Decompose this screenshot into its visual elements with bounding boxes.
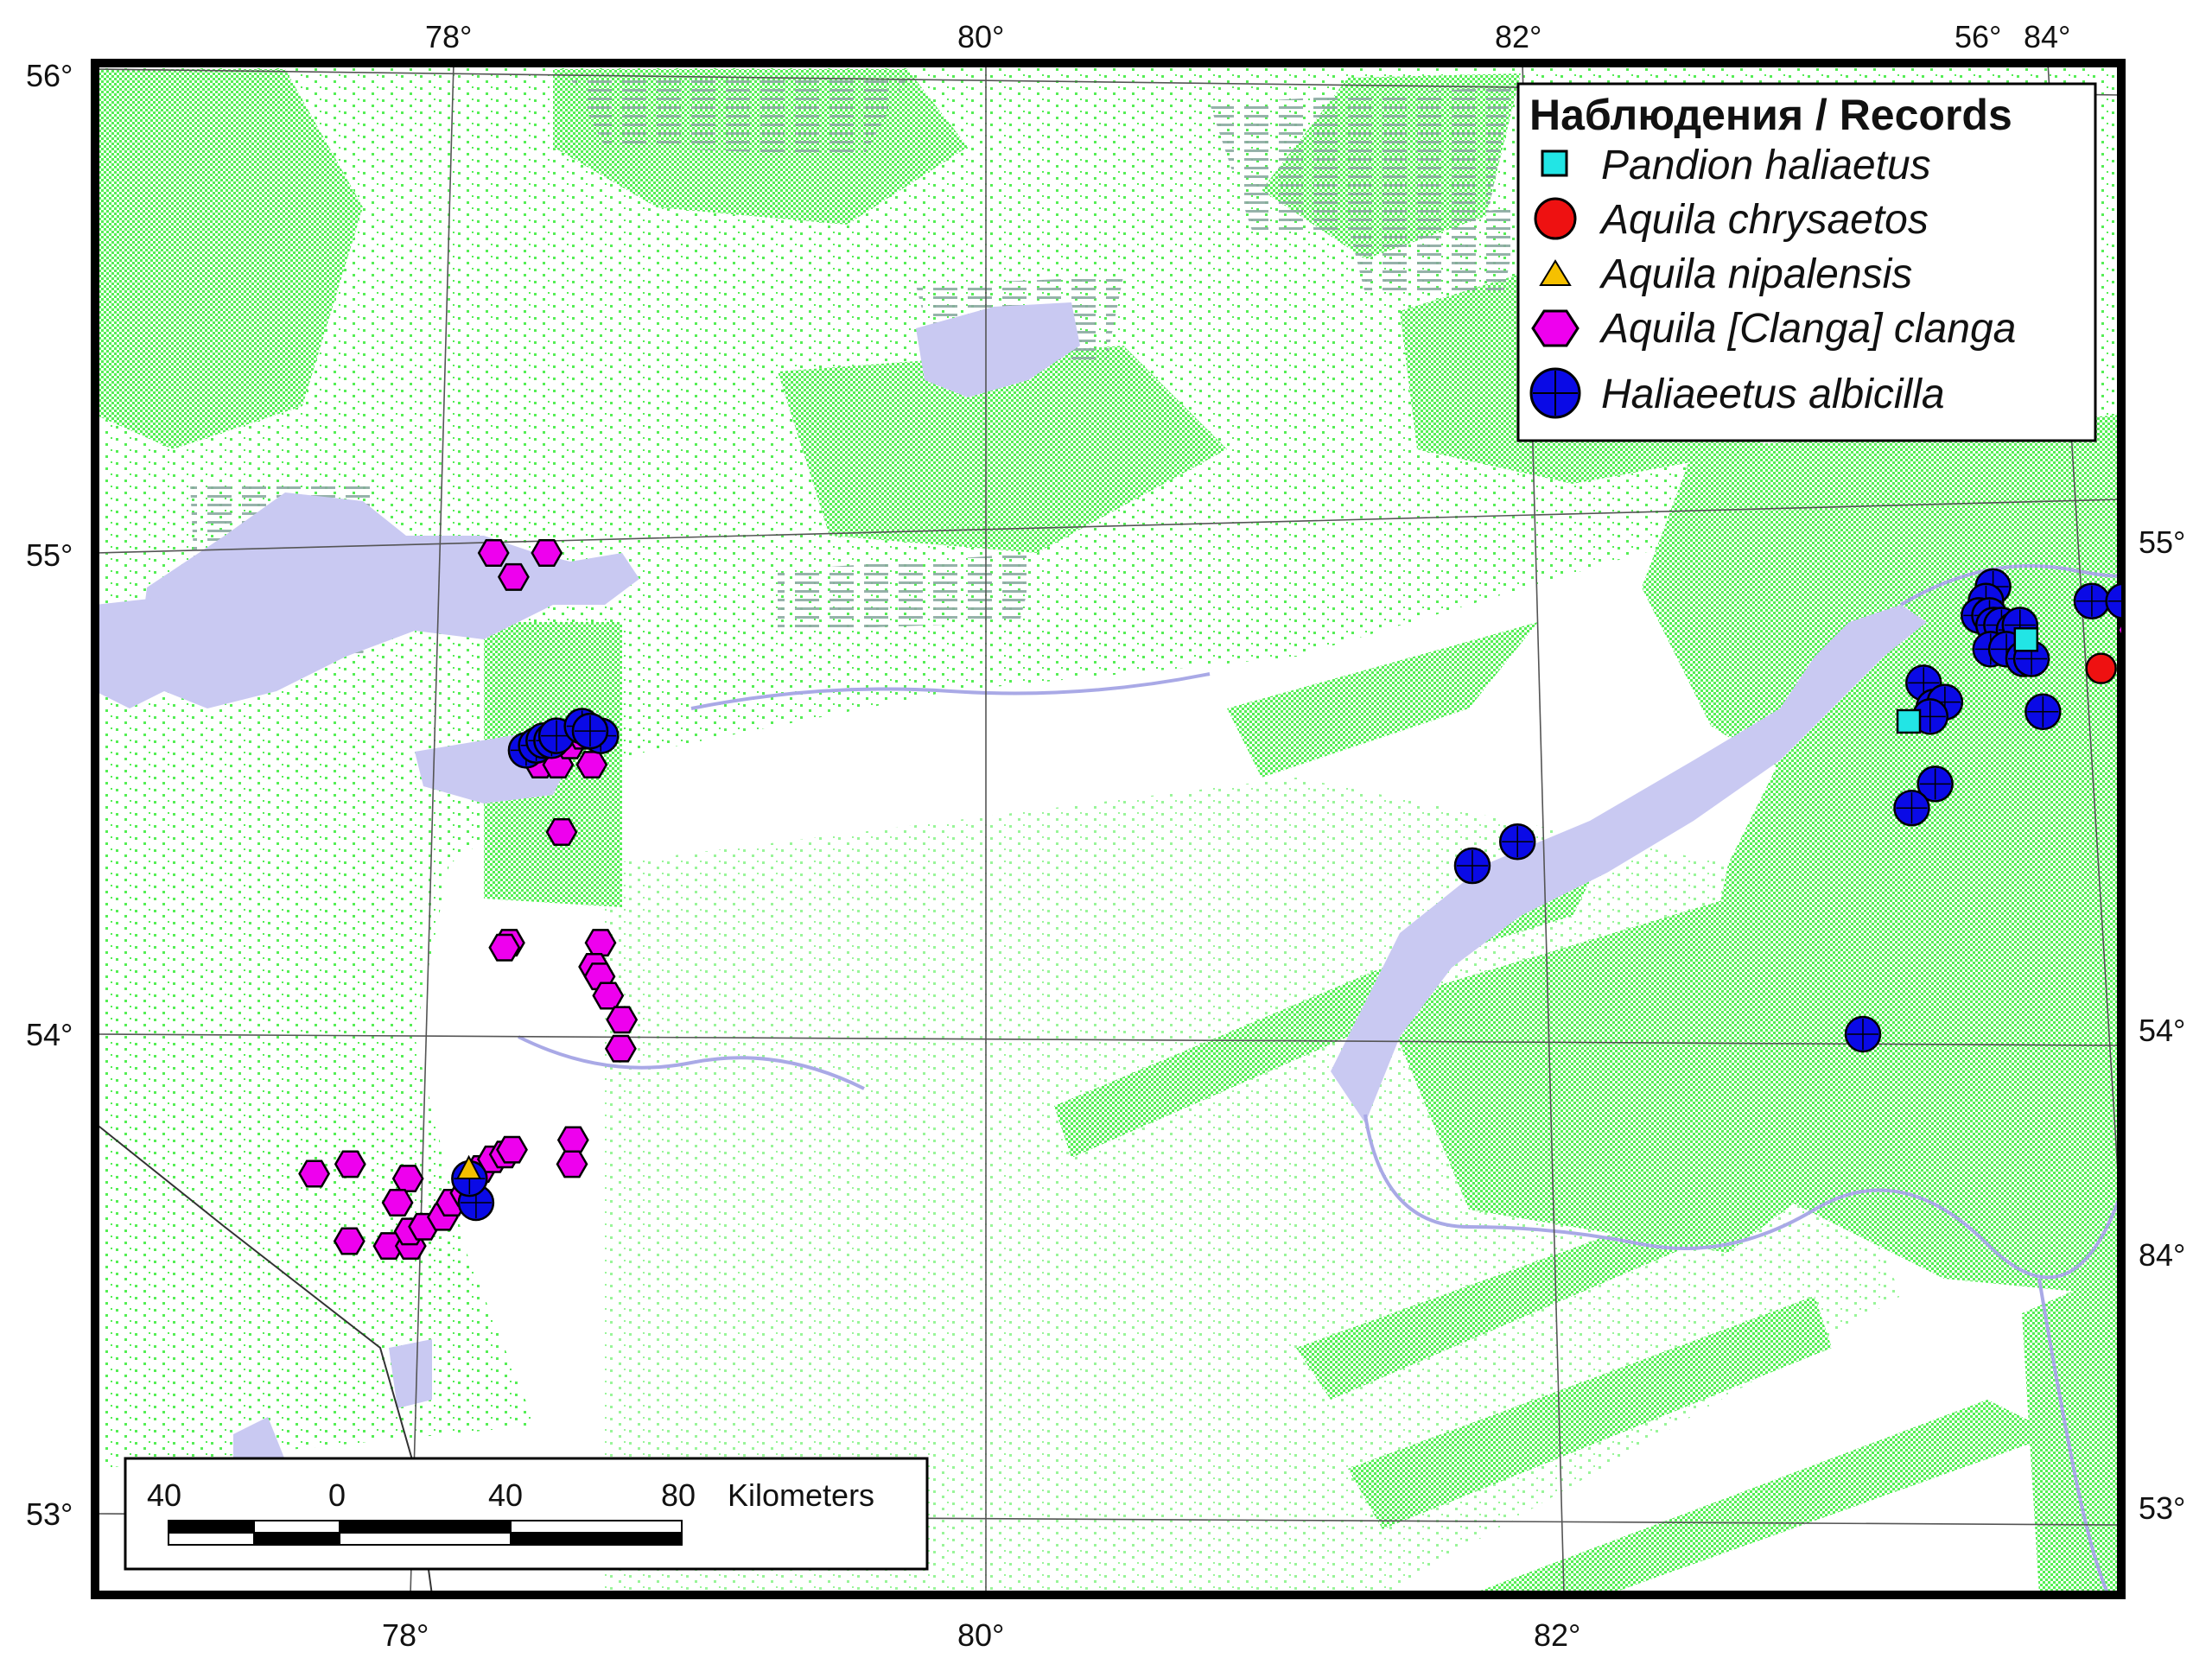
legend-label-nipalensis: Aquila nipalensis (1599, 251, 1912, 297)
scale-segments (168, 1520, 683, 1546)
record-aquila-clanga (531, 539, 563, 567)
lon-label-top-78: 78° (425, 19, 472, 54)
scale-label-40: 40 (488, 1477, 523, 1513)
records-layer (298, 468, 2200, 1261)
lon-label-bottom-82: 82° (1534, 1617, 1580, 1653)
legend-symbol-hexagon (1531, 309, 1580, 347)
lat-label-55: 55° (26, 537, 73, 573)
reservoir-ob (1331, 605, 1927, 1123)
axis-labels: 56° 55° 54° 53° 78° 80° 82° 56° 84° 78° … (26, 19, 2185, 1653)
record-haliaeetus-albicilla (2073, 582, 2111, 619)
record-aquila-clanga (575, 751, 608, 779)
record-aquila-clanga (497, 562, 530, 591)
record-aquila-clanga (592, 981, 625, 1010)
record-aquila-chrysaetos (2085, 652, 2117, 684)
record-aquila-nipalensis (455, 1154, 482, 1179)
record-haliaeetus-albicilla (2105, 582, 2121, 619)
record-aquila-clanga (391, 1165, 424, 1193)
record-aquila-nipalensis (2177, 468, 2200, 490)
record-haliaeetus-albicilla (1911, 698, 1949, 735)
record-haliaeetus-albicilla (1893, 789, 1930, 827)
record-aquila-clanga (381, 1188, 414, 1216)
legend-symbol-triangle (1539, 259, 1572, 286)
record-haliaeetus-albicilla (2024, 693, 2062, 731)
scale-label-0: 0 (328, 1477, 346, 1513)
record-aquila-clanga (556, 1126, 589, 1154)
record-haliaeetus-albicilla (571, 712, 609, 750)
record-haliaeetus-albicilla (1916, 765, 1954, 803)
lat-label-54: 54° (26, 1017, 73, 1052)
record-aquila-clanga (545, 818, 578, 847)
record-aquila-clanga (477, 539, 510, 567)
record-aquila-clanga (496, 1135, 528, 1164)
lake-west (95, 596, 199, 708)
lat-label-56: 56° (26, 58, 73, 93)
legend-symbol-circle-cross (1529, 367, 1581, 419)
record-aquila-clanga (298, 1159, 331, 1188)
lon-label-top-56: 56° (1955, 19, 2001, 54)
legend-symbol-circle (1534, 197, 1577, 240)
legend-title: Наблюдения / Records (1529, 91, 2012, 139)
record-aquila-clanga (584, 929, 617, 957)
record-haliaeetus-albicilla (1498, 823, 1536, 861)
record-pandion-haliaetus (1896, 708, 1922, 734)
lon-label-bottom-78: 78° (382, 1617, 429, 1653)
record-aquila-clanga (556, 1150, 588, 1178)
legend-label-albicilla: Haliaeetus albicilla (1601, 372, 1945, 417)
lon-label-bottom-80: 80° (957, 1617, 1004, 1653)
scale-label-40-left: 40 (147, 1477, 181, 1513)
lon-label-top-80: 80° (957, 19, 1004, 54)
lat-label-right-54: 54° (2139, 1013, 2185, 1048)
record-aquila-clanga (488, 933, 521, 962)
record-aquila-clanga (604, 1034, 637, 1063)
lat-label-right-53: 53° (2139, 1490, 2185, 1526)
scale-unit: Kilometers (728, 1477, 874, 1513)
lat-label-right-55: 55° (2139, 524, 2185, 560)
lake-chany (138, 492, 639, 708)
record-aquila-clanga (2116, 622, 2121, 638)
legend-label-chrysaetos: Aquila chrysaetos (1599, 197, 1929, 243)
record-haliaeetus-albicilla (1453, 847, 1491, 885)
scale-bar: 40 0 40 80 Kilometers (124, 1457, 929, 1571)
legend-symbol-square (1541, 149, 1568, 177)
lon-label-top-82: 82° (1495, 19, 1541, 54)
legend: Наблюдения / Records Pandion haliaetus A… (1516, 82, 2097, 442)
legend-label-pandion: Pandion haliaetus (1601, 143, 1931, 188)
record-haliaeetus-albicilla (1844, 1015, 1882, 1053)
graticule (95, 63, 2121, 1595)
lat-label-right-84: 84° (2139, 1237, 2185, 1273)
legend-box (1516, 82, 2097, 442)
legend-label-clanga: Aquila [Clanga] clanga (1599, 306, 2016, 352)
scale-bar-box (124, 1457, 929, 1571)
lake-south (389, 1339, 432, 1408)
rivers (518, 553, 2121, 1595)
lat-label-53: 53° (26, 1496, 73, 1532)
record-aquila-clanga (334, 1150, 366, 1178)
record-aquila-clanga (606, 1006, 639, 1034)
lon-label-top-84: 84° (2024, 19, 2070, 54)
lake-sartlan (916, 302, 1080, 397)
map-frame (91, 59, 2126, 1599)
record-aquila-clanga (333, 1227, 365, 1255)
scale-label-80: 80 (661, 1477, 696, 1513)
record-pandion-haliaetus (2013, 627, 2039, 652)
